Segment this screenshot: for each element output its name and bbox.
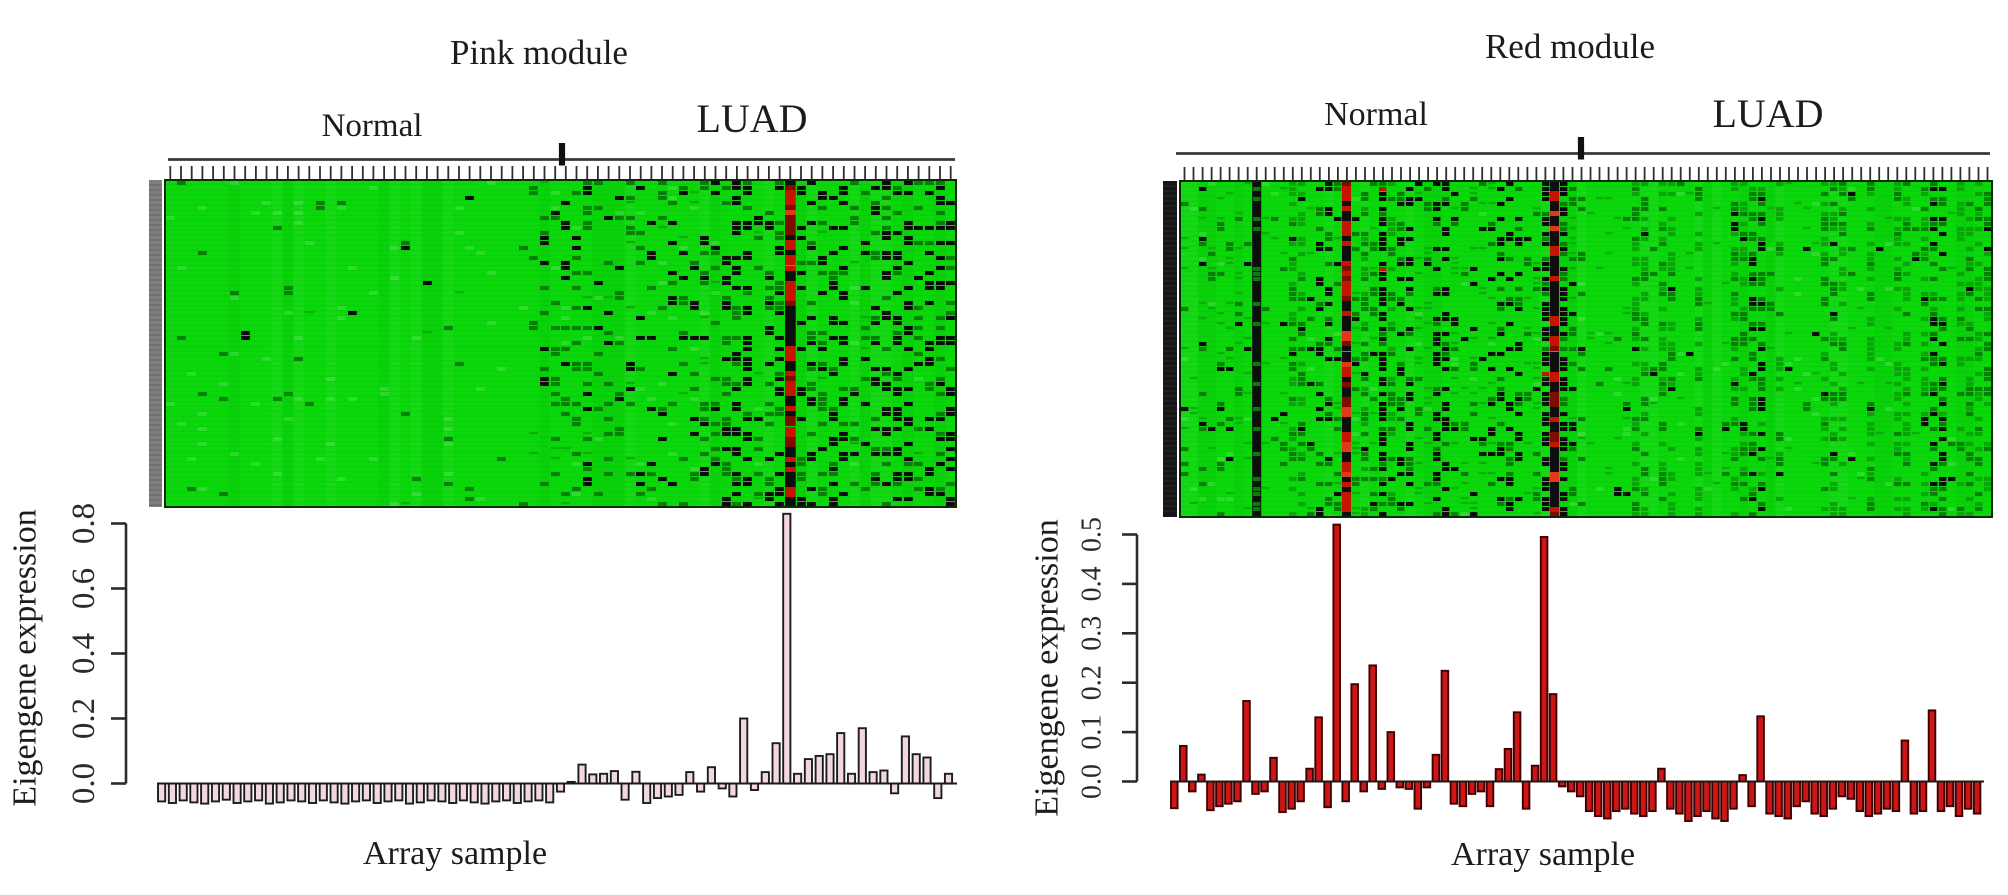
svg-text:Pink module: Pink module xyxy=(450,33,628,72)
svg-text:0.4: 0.4 xyxy=(66,633,102,674)
svg-text:0.8: 0.8 xyxy=(66,503,102,544)
svg-text:0.1: 0.1 xyxy=(1077,715,1108,750)
svg-text:Eigengene expression: Eigengene expression xyxy=(7,509,44,806)
svg-text:Array sample: Array sample xyxy=(1451,836,1635,873)
svg-text:Normal: Normal xyxy=(1324,96,1428,133)
svg-text:Array sample: Array sample xyxy=(363,835,547,872)
svg-text:0.5: 0.5 xyxy=(1077,517,1108,552)
svg-text:0.0: 0.0 xyxy=(1077,764,1108,799)
svg-text:LUAD: LUAD xyxy=(1712,91,1823,136)
svg-text:Eigengene expression: Eigengene expression xyxy=(1029,519,1066,816)
svg-text:LUAD: LUAD xyxy=(696,96,807,141)
svg-text:0.3: 0.3 xyxy=(1077,616,1108,651)
svg-text:0.2: 0.2 xyxy=(1077,665,1108,700)
svg-text:Red module: Red module xyxy=(1485,27,1655,66)
svg-text:0.2: 0.2 xyxy=(66,698,102,739)
svg-text:Normal: Normal xyxy=(322,108,423,144)
svg-text:0.6: 0.6 xyxy=(66,568,102,609)
svg-text:0.0: 0.0 xyxy=(66,763,102,804)
svg-text:0.4: 0.4 xyxy=(1077,566,1108,601)
